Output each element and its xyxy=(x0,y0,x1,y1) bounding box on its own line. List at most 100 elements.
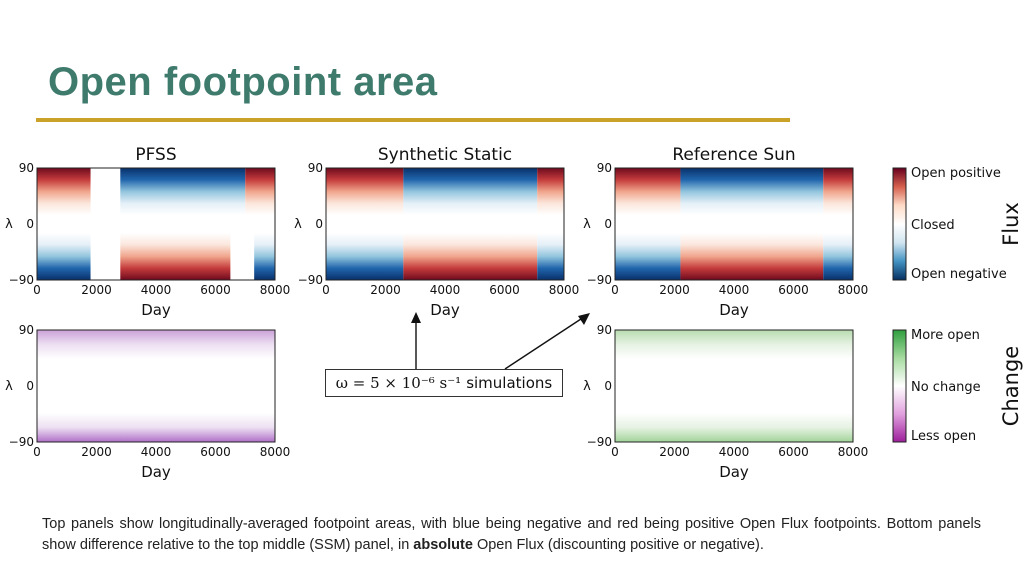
slide-title: Open footpoint area xyxy=(48,60,438,104)
x-tick-label: 8000 xyxy=(549,283,580,297)
y-axis-label: λ xyxy=(5,217,13,232)
colorbar-tick-label: Open positive xyxy=(911,166,1001,181)
y-tick-label: 90 xyxy=(597,323,612,337)
heatmap-region-open-negative xyxy=(680,168,824,216)
y-tick-label: 90 xyxy=(19,161,34,175)
heatmap-region-open-negative xyxy=(37,232,91,280)
heatmap-region-open-positive xyxy=(245,168,275,216)
caption: Top panels show longitudinally-averaged … xyxy=(42,514,981,556)
heatmap-region-less-open xyxy=(37,412,275,442)
panel-title: Synthetic Static xyxy=(378,145,512,165)
colorbar-tick-label: Open negative xyxy=(911,267,1007,282)
x-tick-label: 2000 xyxy=(659,283,690,297)
heatmap-region-more-open xyxy=(615,412,853,442)
x-tick-label: 6000 xyxy=(200,445,231,459)
heatmap-frame xyxy=(36,329,276,443)
heatmap-region-open-positive xyxy=(823,168,853,216)
heatmap-region-open-positive xyxy=(680,232,824,280)
x-tick-label: 2000 xyxy=(81,445,112,459)
x-tick-label: 0 xyxy=(322,283,330,297)
heatmap-frame xyxy=(36,167,276,281)
y-tick-label: 90 xyxy=(308,161,323,175)
y-tick-label: −90 xyxy=(587,273,612,287)
heatmap-region-open-negative xyxy=(403,168,538,216)
y-tick-label: 0 xyxy=(26,217,34,231)
x-tick-label: 2000 xyxy=(659,445,690,459)
x-axis-label: Day xyxy=(141,301,171,319)
heatmap-region-open-negative xyxy=(326,232,404,280)
heatmap-region-open-negative xyxy=(615,232,681,280)
y-axis-label: λ xyxy=(294,217,302,232)
colorbar-change xyxy=(892,329,907,443)
colorbar-label: Flux xyxy=(999,202,1023,246)
title-divider xyxy=(36,118,790,122)
y-axis-label: λ xyxy=(583,379,591,394)
heatmap-region-more-open xyxy=(615,330,853,360)
heatmap-region-open-positive xyxy=(120,232,231,280)
y-tick-label: 90 xyxy=(597,161,612,175)
heatmap-frame xyxy=(614,167,854,281)
x-axis-label: Day xyxy=(430,301,460,319)
x-tick-label: 8000 xyxy=(838,445,869,459)
heatmap-region-open-positive xyxy=(37,168,91,216)
simulation-callout: ω = 5 × 10⁻⁶ s⁻¹ simulations xyxy=(325,369,563,397)
heatmap-region-open-positive xyxy=(326,168,404,216)
x-axis-label: Day xyxy=(141,463,171,481)
x-tick-label: 4000 xyxy=(141,445,172,459)
heatmap-region-open-negative xyxy=(537,232,564,280)
y-tick-label: 90 xyxy=(19,323,34,337)
y-tick-label: 0 xyxy=(315,217,323,231)
x-tick-label: 0 xyxy=(33,283,41,297)
x-tick-label: 4000 xyxy=(719,283,750,297)
heatmap-frame xyxy=(325,167,565,281)
x-tick-label: 6000 xyxy=(489,283,520,297)
heatmap-region-less-open xyxy=(37,330,275,360)
y-tick-label: −90 xyxy=(298,273,323,287)
x-tick-label: 8000 xyxy=(260,445,291,459)
colorbar-tick-label: Less open xyxy=(911,429,976,444)
heatmap-region-open-positive xyxy=(537,168,564,216)
x-tick-label: 4000 xyxy=(719,445,750,459)
x-tick-label: 8000 xyxy=(260,283,291,297)
colorbar-label: Change xyxy=(999,346,1023,426)
heatmap-region-open-negative xyxy=(120,168,246,216)
y-tick-label: 0 xyxy=(26,379,34,393)
x-tick-label: 4000 xyxy=(430,283,461,297)
x-tick-label: 6000 xyxy=(778,283,809,297)
x-tick-label: 6000 xyxy=(778,445,809,459)
x-tick-label: 0 xyxy=(33,445,41,459)
y-axis-label: λ xyxy=(5,379,13,394)
heatmap-region-open-positive xyxy=(403,232,538,280)
callout-text: simulations xyxy=(466,374,553,392)
colorbar-tick-label: More open xyxy=(911,328,980,343)
arrowhead-reference-sun xyxy=(578,313,590,325)
y-tick-label: 0 xyxy=(604,379,612,393)
x-tick-label: 0 xyxy=(611,445,619,459)
caption-part-2: Open Flux (discounting positive or negat… xyxy=(472,537,764,553)
x-tick-label: 4000 xyxy=(141,283,172,297)
arrow-to-reference-sun xyxy=(504,316,585,370)
caption-part-1: Top panels show longitudinally-averaged … xyxy=(42,516,981,553)
heatmap-region-open-negative xyxy=(823,232,853,280)
x-tick-label: 2000 xyxy=(370,283,401,297)
y-tick-label: −90 xyxy=(9,273,34,287)
y-tick-label: −90 xyxy=(9,435,34,449)
x-axis-label: Day xyxy=(719,463,749,481)
x-tick-label: 2000 xyxy=(81,283,112,297)
heatmap-frame xyxy=(614,329,854,443)
x-axis-label: Day xyxy=(719,301,749,319)
y-tick-label: −90 xyxy=(587,435,612,449)
heatmap-region-open-negative xyxy=(254,232,275,280)
colorbar-tick-label: Closed xyxy=(911,218,955,233)
x-tick-label: 0 xyxy=(611,283,619,297)
colorbar-flux xyxy=(892,167,907,281)
heatmap-region-open-positive xyxy=(615,168,681,216)
callout-math: ω = 5 × 10⁻⁶ s⁻¹ xyxy=(335,374,462,392)
colorbar-tick-label: No change xyxy=(911,380,981,395)
y-tick-label: 0 xyxy=(604,217,612,231)
x-tick-label: 8000 xyxy=(838,283,869,297)
y-axis-label: λ xyxy=(583,217,591,232)
arrowhead-synthetic-static xyxy=(411,312,421,323)
caption-emphasis: absolute xyxy=(413,537,473,553)
